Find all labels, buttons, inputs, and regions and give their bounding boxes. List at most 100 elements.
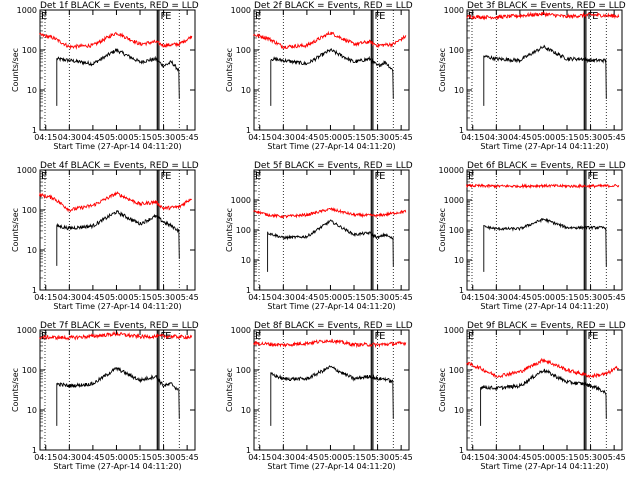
y-tick-label: 100 — [449, 46, 464, 55]
panel-title: Det 9f BLACK = Events, RED = LLD — [467, 321, 626, 331]
y-tick-label: 100 — [236, 366, 251, 375]
x-tick-label: 04:15 — [34, 293, 57, 302]
x-tick-label: 05:45 — [603, 293, 626, 302]
x-tick-label: 05:30 — [579, 453, 602, 462]
x-tick-label: 04:30 — [58, 133, 81, 142]
y-tick-label: 100 — [22, 206, 37, 215]
y-tick-label: 100 — [22, 46, 37, 55]
flag-label: F — [587, 11, 593, 22]
y-tick-label: 1000 — [231, 6, 251, 15]
y-tick-label: 1000 — [444, 196, 464, 205]
flag-label: E — [41, 11, 47, 22]
flag-label: F — [160, 331, 166, 342]
x-tick-label: 04:45 — [81, 133, 104, 142]
x-tick-label: 05:15 — [342, 293, 365, 302]
x-tick-label: 04:30 — [272, 293, 295, 302]
y-tick-label: 1 — [246, 446, 251, 455]
x-tick-label: 04:45 — [295, 293, 318, 302]
events-series-line — [267, 219, 394, 272]
x-tick-label: 05:45 — [603, 133, 626, 142]
events-series-line — [56, 210, 180, 266]
x-tick-label: 05:15 — [128, 293, 151, 302]
x-tick-label: 05:00 — [319, 453, 342, 462]
flag-label: E — [592, 11, 598, 22]
x-tick-label: 04:30 — [58, 453, 81, 462]
y-tick-label: 100 — [449, 366, 464, 375]
y-axis-label: Counts/sec — [11, 368, 20, 412]
flag-label: F — [374, 171, 380, 182]
x-tick-label: 04:45 — [508, 293, 531, 302]
plot-frame — [39, 9, 196, 131]
y-tick-label: 1000 — [17, 166, 37, 175]
flag-label: E — [379, 11, 385, 22]
x-tick-label: 05:00 — [319, 133, 342, 142]
lld-series-line — [39, 191, 192, 213]
x-tick-label: 05:45 — [176, 453, 199, 462]
y-tick-label: 100 — [449, 226, 464, 235]
x-tick-label: 05:00 — [532, 453, 555, 462]
y-axis-label: Counts/sec — [225, 368, 234, 412]
x-tick-label: 05:15 — [128, 133, 151, 142]
lld-series-line — [466, 183, 620, 190]
plot-frame — [466, 169, 623, 291]
lld-series-line — [466, 357, 620, 379]
plot-frame — [39, 169, 196, 291]
x-tick-label: 05:30 — [152, 453, 175, 462]
y-tick-label: 1000 — [17, 326, 37, 335]
y-tick-label: 10 — [241, 256, 251, 265]
x-tick-label: 04:15 — [461, 453, 484, 462]
flag-label: E — [379, 331, 385, 342]
plot-frame — [253, 9, 410, 131]
x-tick-label: 05:45 — [603, 453, 626, 462]
panel-title: Det 8f BLACK = Events, RED = LLD — [254, 321, 413, 331]
y-axis-label: Counts/sec — [438, 48, 447, 92]
detector-panel-7: Det 7f BLACK = Events, RED = LLD 1 10 100 10… — [11, 321, 199, 471]
x-tick-label: 04:30 — [272, 453, 295, 462]
plot-frame — [466, 9, 623, 131]
x-tick-label: 05:45 — [176, 133, 199, 142]
y-axis-label: Counts/sec — [225, 48, 234, 92]
x-tick-label: 04:15 — [34, 133, 57, 142]
y-tick-label: 1 — [32, 286, 37, 295]
y-tick-label: 1 — [459, 446, 464, 455]
y-tick-label: 1 — [459, 126, 464, 135]
y-tick-label: 10 — [27, 406, 37, 415]
flag-label: E — [468, 11, 474, 22]
y-tick-label: 10 — [27, 86, 37, 95]
flag-label: E — [41, 171, 47, 182]
x-axis-label: Start Time (27-Apr-14 04:11:20) — [480, 462, 608, 471]
flag-label: E — [592, 331, 598, 342]
x-tick-label: 05:15 — [342, 133, 365, 142]
lld-series-line — [253, 30, 407, 50]
x-tick-label: 04:45 — [81, 293, 104, 302]
x-tick-label: 05:00 — [532, 293, 555, 302]
x-axis-label: Start Time (27-Apr-14 04:11:20) — [480, 142, 608, 151]
panel-title: Det 5f BLACK = Events, RED = LLD — [254, 161, 413, 171]
x-tick-label: 04:45 — [508, 133, 531, 142]
lld-series-line — [253, 338, 407, 349]
events-series-line — [483, 217, 607, 272]
y-tick-label: 1000 — [444, 326, 464, 335]
events-series-line — [56, 366, 180, 426]
plot-frame — [253, 169, 410, 291]
x-tick-label: 05:45 — [390, 453, 413, 462]
events-series-line — [480, 368, 607, 426]
panel-title: Det 3f BLACK = Events, RED = LLD — [467, 1, 626, 11]
detector-panel-8: Det 8f BLACK = Events, RED = LLD 1 10 100 10… — [225, 321, 413, 471]
panel-title: Det 7f BLACK = Events, RED = LLD — [40, 321, 199, 331]
x-tick-label: 04:15 — [248, 133, 271, 142]
x-tick-label: 05:45 — [390, 293, 413, 302]
flag-label: E — [255, 171, 261, 182]
flag-label: E — [165, 11, 171, 22]
x-tick-label: 05:15 — [555, 293, 578, 302]
detector-panel-5: Det 5f BLACK = Events, RED = LLD 1 10 100 10… — [225, 161, 413, 311]
y-tick-label: 1 — [246, 286, 251, 295]
y-tick-label: 100 — [236, 226, 251, 235]
lld-series-line — [39, 31, 193, 50]
x-tick-label: 05:00 — [319, 293, 342, 302]
x-tick-label: 04:30 — [485, 453, 508, 462]
flag-label: F — [374, 11, 380, 22]
x-tick-label: 04:30 — [58, 293, 81, 302]
x-axis-label: Start Time (27-Apr-14 04:11:20) — [267, 142, 395, 151]
